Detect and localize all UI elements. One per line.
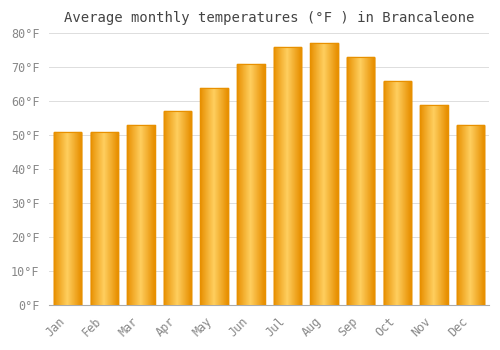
Title: Average monthly temperatures (°F ) in Brancaleone: Average monthly temperatures (°F ) in Br… bbox=[64, 11, 474, 25]
